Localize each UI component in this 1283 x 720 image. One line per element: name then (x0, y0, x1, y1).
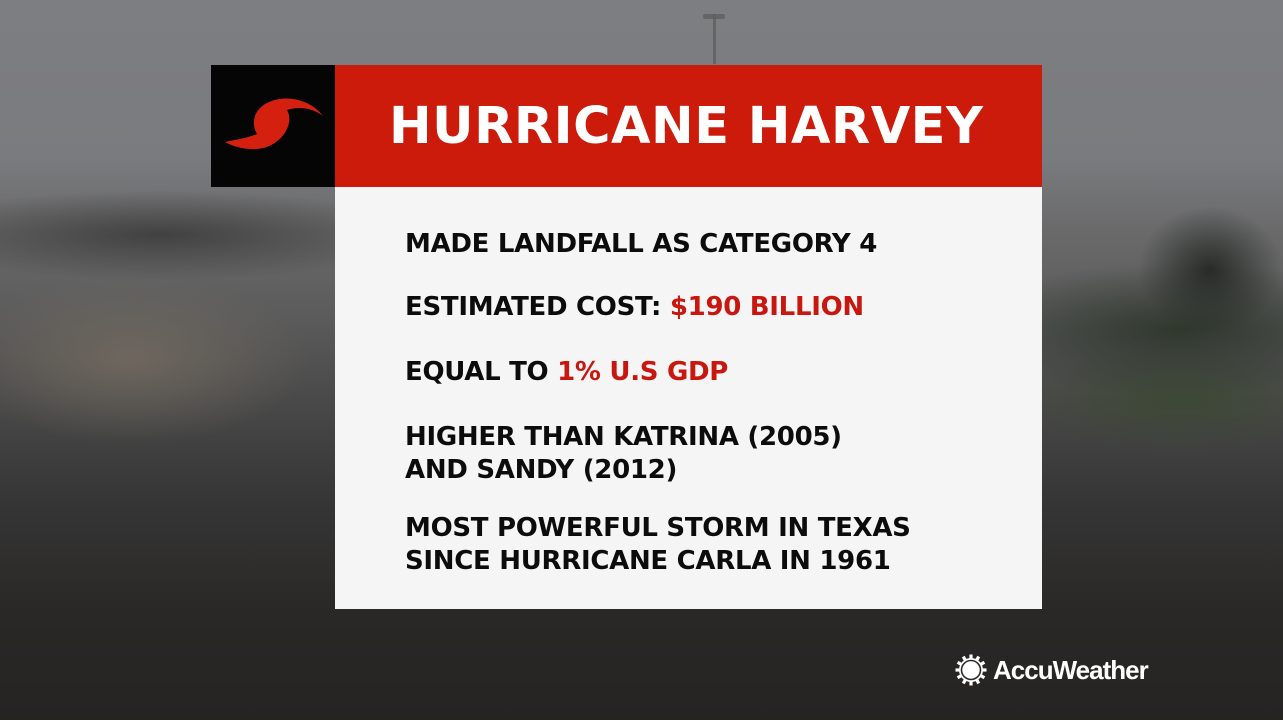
fact-line: AND SANDY (2012) (405, 455, 678, 485)
fact-landfall: MADE LANDFALL AS CATEGORY 4 (405, 228, 877, 261)
logo-wordmark: AccuWeather (993, 654, 1149, 685)
fact-comparison: HIGHER THAN KATRINA (2005) AND SANDY (20… (405, 421, 842, 487)
fact-highlight-gdp: 1% U.S GDP (557, 357, 729, 387)
trees-silhouette (1110, 200, 1283, 360)
accuweather-logo: AccuWeather (955, 652, 1149, 688)
light-pole-lamp (703, 14, 725, 19)
card-title: HURRICANE HARVEY (389, 96, 984, 156)
title-banner: HURRICANE HARVEY (335, 65, 1042, 187)
fact-line: MOST POWERFUL STORM IN TEXAS (405, 513, 911, 543)
fact-text: ESTIMATED COST: (405, 292, 670, 322)
fact-estimated-cost: ESTIMATED COST: $190 BILLION (405, 291, 864, 324)
fact-text: MADE LANDFALL AS CATEGORY 4 (405, 229, 877, 259)
light-pole (713, 14, 716, 64)
fact-gdp: EQUAL TO 1% U.S GDP (405, 356, 728, 389)
fact-line: SINCE HURRICANE CARLA IN 1961 (405, 546, 891, 576)
fact-text: EQUAL TO (405, 357, 558, 387)
fact-most-powerful: MOST POWERFUL STORM IN TEXAS SINCE HURRI… (405, 512, 911, 578)
hurricane-symbol-icon (225, 98, 323, 150)
hurricane-icon-box (211, 65, 335, 187)
facts-panel: MADE LANDFALL AS CATEGORY 4 ESTIMATED CO… (335, 187, 1042, 609)
sun-icon (955, 654, 987, 686)
fact-highlight-cost: $190 BILLION (669, 292, 864, 322)
fact-line: HIGHER THAN KATRINA (2005) (405, 422, 842, 452)
